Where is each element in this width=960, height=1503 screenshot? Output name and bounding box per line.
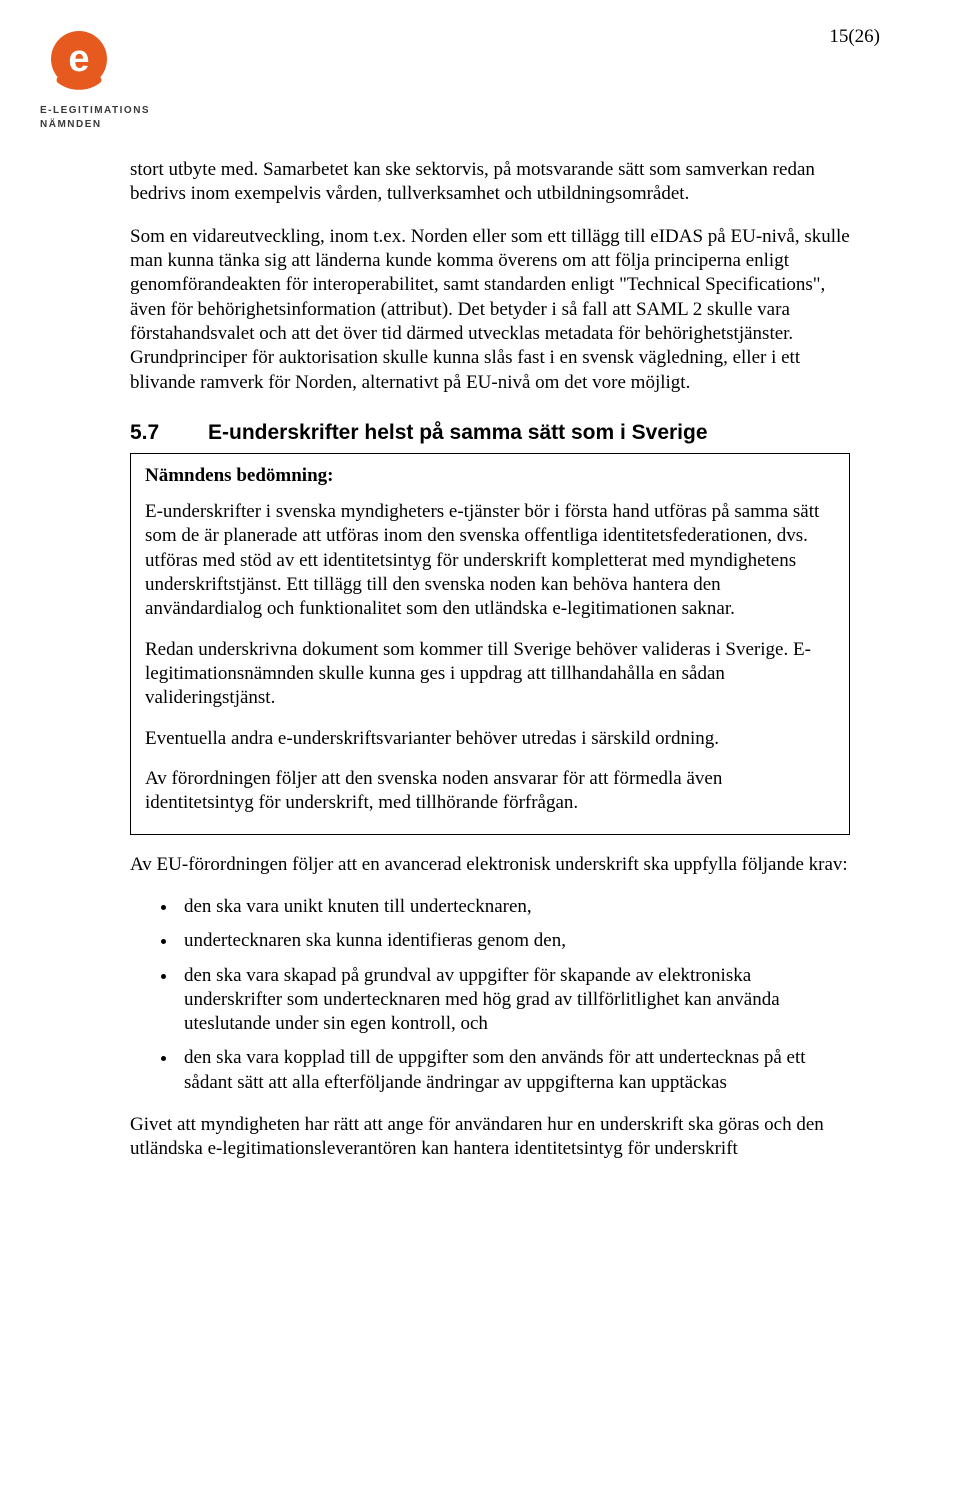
list-item: undertecknaren ska kunna identifieras ge…	[178, 929, 850, 953]
svg-text:e: e	[68, 38, 89, 80]
page-number: 15(26)	[829, 26, 880, 48]
box-paragraph: Redan underskrivna dokument som kommer t…	[145, 638, 835, 711]
logo-text: E-LEGITIMATIONS NÄMNDEN	[40, 104, 190, 131]
bullet-list: den ska vara unikt knuten till underteck…	[130, 895, 850, 1095]
box-paragraph: Eventuella andra e-underskriftsvarianter…	[145, 727, 835, 751]
list-item: den ska vara unikt knuten till underteck…	[178, 895, 850, 919]
logo-text-line2: NÄMNDEN	[40, 119, 102, 130]
paragraph: stort utbyte med. Samarbetet kan ske sek…	[130, 158, 850, 207]
logo-icon: e	[40, 22, 118, 100]
paragraph: Som en vidareutveckling, inom t.ex. Nord…	[130, 225, 850, 395]
box-paragraph: Av förordningen följer att den svenska n…	[145, 767, 835, 816]
list-item: den ska vara kopplad till de uppgifter s…	[178, 1046, 850, 1095]
document-page: 15(26) e E-LEGITIMATIONS NÄMNDEN stort u…	[0, 0, 960, 1503]
section-title: E-underskrifter helst på samma sätt som …	[208, 421, 708, 444]
section-number: 5.7	[130, 421, 208, 445]
assessment-box: Nämndens bedömning: E-underskrifter i sv…	[130, 453, 850, 835]
box-title: Nämndens bedömning:	[145, 464, 835, 488]
logo: e E-LEGITIMATIONS NÄMNDEN	[40, 22, 190, 131]
box-paragraph: E-underskrifter i svenska myndigheters e…	[145, 500, 835, 622]
logo-text-line1: E-LEGITIMATIONS	[40, 105, 150, 116]
content-area: stort utbyte med. Samarbetet kan ske sek…	[130, 158, 850, 1162]
paragraph: Givet att myndigheten har rätt att ange …	[130, 1113, 850, 1162]
paragraph: Av EU-förordningen följer att en avancer…	[130, 853, 850, 877]
list-item: den ska vara skapad på grundval av uppgi…	[178, 964, 850, 1037]
section-heading: 5.7E-underskrifter helst på samma sätt s…	[130, 421, 850, 445]
